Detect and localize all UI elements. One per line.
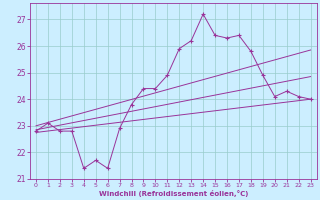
X-axis label: Windchill (Refroidissement éolien,°C): Windchill (Refroidissement éolien,°C): [99, 190, 248, 197]
